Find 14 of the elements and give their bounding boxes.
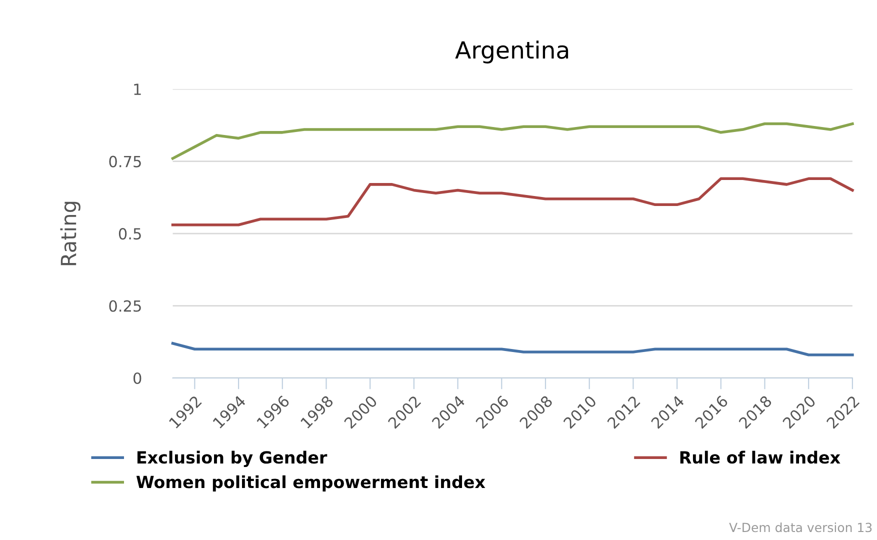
text: V-Dem data version 13 [729,522,872,532]
y-tick-label: 0.5 [118,228,141,240]
y-axis-title: Rating [60,202,80,266]
legend-label: Exclusion by Gender [137,450,328,468]
chart-title: Argentina [455,40,568,64]
y-tick-label: 1 [134,84,141,95]
legend-label: Women political empowerment index [136,475,486,492]
line-series [171,342,854,356]
line-series [171,122,854,160]
y-tick-label: 0.75 [109,156,141,168]
y-tick-label: 0 [134,372,142,384]
legend-label: Rule of law index [680,450,840,464]
y-tick-label: 0.25 [109,300,141,312]
line-series [171,177,854,226]
